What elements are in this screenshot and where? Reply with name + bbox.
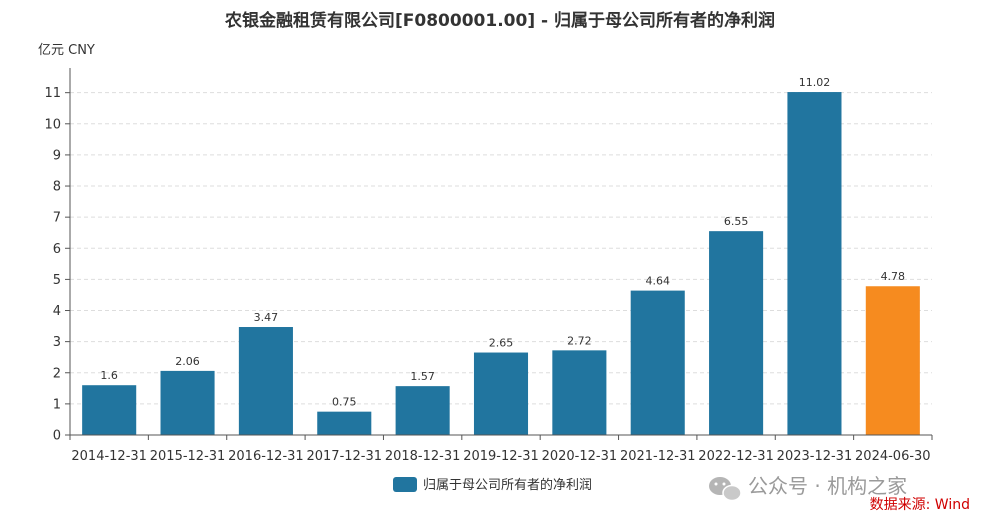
y-tick-label: 5: [53, 273, 61, 288]
x-tick-label: 2015-12-31: [150, 449, 226, 464]
bars: [82, 92, 920, 436]
y-tick-label: 3: [53, 335, 61, 350]
x-tick-label: 2018-12-31: [385, 449, 461, 464]
legend[interactable]: 归属于母公司所有者的净利润: [393, 477, 592, 493]
x-tick-label: 2023-12-31: [777, 449, 853, 464]
y-tick-label: 6: [53, 242, 61, 257]
x-tick-label: 2017-12-31: [306, 449, 382, 464]
y-tick-label: 4: [53, 304, 61, 319]
y-tick-label: 11: [44, 86, 61, 101]
y-tick-label: 2: [53, 366, 61, 381]
x-tick-label: 2016-12-31: [228, 449, 304, 464]
bar-value-label: 11.02: [799, 76, 831, 89]
wechat-icon: [709, 477, 742, 502]
bar-value-label: 4.78: [881, 270, 906, 283]
bar-value-label: 6.55: [724, 215, 749, 228]
y-tick-label: 8: [53, 180, 61, 195]
y-tick-label: 0: [53, 429, 61, 444]
x-tick-label: 2019-12-31: [463, 449, 539, 464]
bar-value-label: 2.65: [489, 337, 514, 350]
x-tick-label: 2022-12-31: [698, 449, 774, 464]
value-labels: 1.6 2.06 3.47 0.75 1.57 2.65 2.72 4.64 6.55 11.02…: [100, 76, 905, 409]
bar-value-label: 2.06: [175, 355, 200, 368]
x-tick-label: 2014-12-31: [71, 449, 147, 464]
bar[interactable]: [709, 231, 764, 435]
bar[interactable]: [552, 350, 607, 435]
bar-value-label: 2.72: [567, 334, 592, 347]
x-tick-label: 2020-12-31: [542, 449, 618, 464]
bar[interactable]: [787, 92, 842, 436]
bar-value-label: 0.75: [332, 396, 357, 409]
x-tick-label: 2021-12-31: [620, 449, 696, 464]
data-source: 数据来源: Wind: [870, 497, 970, 513]
chart-title: 农银金融租赁有限公司[F0800001.00] - 归属于母公司所有者的净利润: [224, 10, 775, 31]
legend-label: 归属于母公司所有者的净利润: [423, 477, 592, 493]
bar-value-label: 4.64: [645, 275, 670, 288]
watermark: 公众号 · 机构之家: [709, 474, 907, 502]
bar[interactable]: [395, 386, 450, 435]
bar[interactable]: [630, 290, 685, 435]
bar[interactable]: [317, 411, 372, 435]
bar-value-label: 3.47: [254, 311, 279, 324]
bar[interactable]: [473, 352, 529, 435]
bar[interactable]: [82, 385, 137, 435]
legend-swatch: [393, 477, 417, 492]
y-tick-label: 1: [53, 397, 61, 412]
y-axis-unit: 亿元 CNY: [38, 43, 95, 58]
bar[interactable]: [160, 370, 215, 435]
bar[interactable]: [238, 327, 293, 435]
y-tick-label: 10: [44, 117, 61, 132]
bar-value-label: 1.57: [410, 370, 435, 383]
y-tick-label: 7: [53, 211, 61, 226]
bar[interactable]: [865, 286, 920, 435]
y-axis-ticks: 0 1 2 3 4 5 6 7 8 9 10 11: [44, 86, 70, 444]
x-tick-label: 2024-06-30: [855, 449, 931, 464]
x-axis-ticks: 2014-12-31 2015-12-31 2016-12-31 2017-12-31…: [69, 435, 933, 464]
watermark-text: 公众号 · 机构之家: [748, 474, 907, 498]
y-tick-label: 9: [53, 148, 61, 163]
bar-value-label: 1.6: [100, 369, 118, 382]
